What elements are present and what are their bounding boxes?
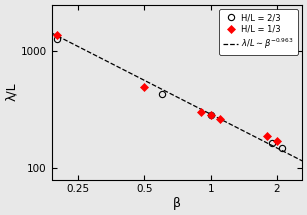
Legend: H/L = 2/3, H/L = 1/3, $\lambda/L \sim \beta^{-0.963}$: H/L = 2/3, H/L = 1/3, $\lambda/L \sim \b… bbox=[219, 9, 298, 55]
H/L = 2/3 bbox=[280, 147, 284, 150]
H/L = 1/3 bbox=[218, 117, 222, 120]
$\lambda/L \sim \beta^{-0.963}$ bbox=[298, 158, 302, 161]
Y-axis label: λ/L: λ/L bbox=[5, 83, 18, 101]
H/L = 1/3 bbox=[265, 134, 269, 137]
Line: H/L = 1/3: H/L = 1/3 bbox=[53, 32, 280, 144]
$\lambda/L \sim \beta^{-0.963}$ bbox=[236, 127, 240, 130]
$\lambda/L \sim \beta^{-0.963}$ bbox=[247, 132, 251, 135]
$\lambda/L \sim \beta^{-0.963}$ bbox=[255, 137, 259, 139]
$\lambda/L \sim \beta^{-0.963}$ bbox=[300, 160, 304, 162]
H/L = 1/3 bbox=[199, 110, 202, 113]
H/L = 1/3 bbox=[55, 34, 58, 36]
H/L = 1/3 bbox=[142, 85, 146, 88]
$\lambda/L \sim \beta^{-0.963}$ bbox=[50, 32, 53, 34]
$\lambda/L \sim \beta^{-0.963}$ bbox=[283, 151, 286, 153]
H/L = 2/3 bbox=[209, 114, 212, 116]
H/L = 1/3 bbox=[209, 114, 212, 116]
H/L = 2/3 bbox=[55, 38, 58, 40]
Line: H/L = 2/3: H/L = 2/3 bbox=[53, 36, 285, 151]
Line: $\lambda/L \sim \beta^{-0.963}$: $\lambda/L \sim \beta^{-0.963}$ bbox=[52, 33, 302, 161]
X-axis label: β: β bbox=[173, 197, 181, 210]
H/L = 1/3 bbox=[275, 139, 279, 142]
$\lambda/L \sim \beta^{-0.963}$ bbox=[238, 127, 241, 130]
H/L = 2/3 bbox=[160, 93, 164, 95]
H/L = 2/3 bbox=[270, 141, 274, 144]
